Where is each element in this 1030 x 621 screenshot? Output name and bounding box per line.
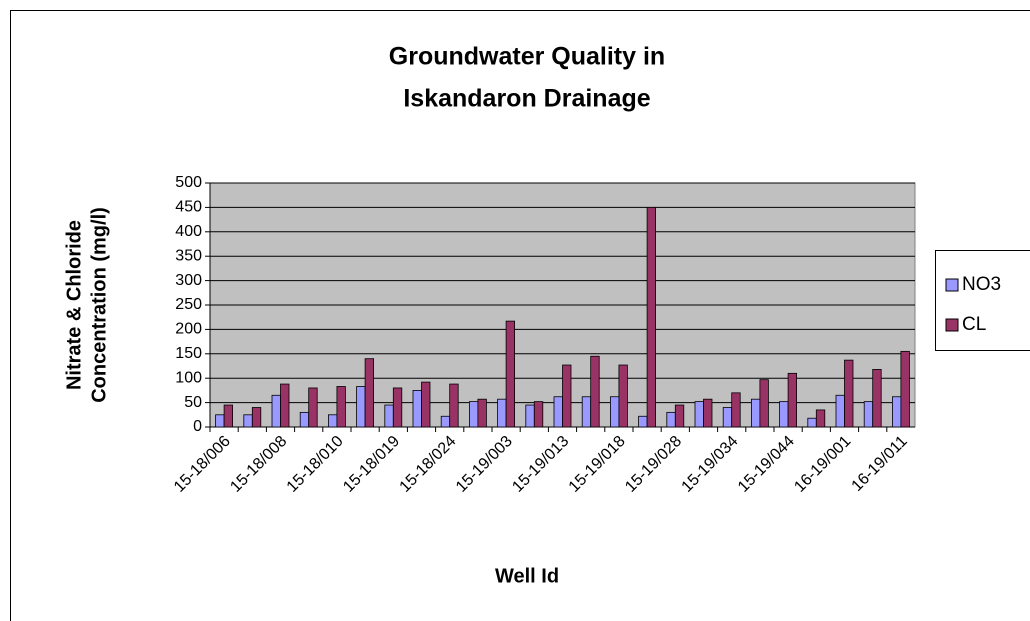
bar: [468, 401, 479, 428]
y-tick-label: 250: [175, 296, 202, 313]
bar: [815, 409, 826, 428]
bar: [646, 206, 656, 428]
bar: [553, 396, 563, 428]
bar: [694, 401, 704, 428]
bar: [356, 386, 366, 428]
bar: [751, 398, 761, 428]
bar: [731, 392, 741, 428]
bar: [759, 379, 769, 428]
bar: [892, 396, 902, 428]
bar: [223, 404, 234, 428]
bar: [440, 415, 451, 428]
y-tick-label: 100: [175, 369, 202, 386]
bar: [243, 414, 253, 428]
bar: [844, 359, 854, 428]
y-tick-label: 150: [175, 345, 202, 362]
y-tick-label: 300: [175, 272, 202, 289]
bar: [308, 387, 318, 428]
y-tick-label: 50: [184, 394, 202, 411]
bar: [610, 396, 620, 428]
legend-swatch: [945, 278, 959, 292]
bar: [392, 387, 403, 428]
y-axis-label: Concentration (mg/l): [88, 207, 110, 403]
bar: [618, 364, 628, 428]
y-tick-label: 350: [175, 247, 202, 264]
bar: [497, 398, 507, 428]
bar: [562, 364, 572, 428]
bar: [525, 404, 535, 428]
bar: [779, 401, 789, 428]
bar: [863, 401, 874, 428]
bar: [336, 386, 346, 428]
legend-label: CL: [962, 314, 986, 335]
bar: [364, 358, 375, 428]
bar: [477, 398, 487, 428]
bar: [787, 372, 797, 428]
bar: [807, 417, 817, 428]
bar: [412, 389, 422, 428]
bar: [722, 407, 733, 428]
bar: [900, 350, 910, 428]
bar: [251, 407, 262, 428]
bar: [327, 414, 338, 428]
bar: [280, 383, 290, 428]
bar: [449, 383, 459, 428]
legend-swatch: [945, 318, 959, 332]
bar: [581, 396, 592, 428]
bar: [505, 320, 516, 428]
bar: [271, 394, 281, 428]
bar: [872, 369, 882, 428]
legend-box: [935, 250, 1030, 351]
y-tick-label: 500: [175, 174, 202, 191]
bar: [674, 404, 685, 428]
y-axis-label: Nitrate & Chloride: [63, 220, 85, 390]
bar: [638, 415, 648, 428]
bar: [666, 411, 676, 428]
chart-title: Iskandaron Drainage: [403, 85, 650, 113]
y-tick-label: 400: [175, 223, 202, 240]
bar: [835, 394, 845, 428]
bar: [533, 401, 544, 428]
bar: [299, 411, 310, 428]
y-tick-label: 450: [175, 199, 202, 216]
chart-title: Groundwater Quality in: [389, 43, 665, 71]
bar: [384, 404, 394, 428]
y-tick-label: 200: [175, 321, 202, 338]
bar: [703, 398, 713, 428]
legend-label: NO3: [962, 274, 1001, 295]
y-tick-label: 0: [193, 418, 202, 435]
bar: [590, 355, 600, 428]
bar: [421, 381, 431, 428]
bar: [215, 414, 225, 428]
x-axis-label: Well Id: [495, 565, 559, 587]
